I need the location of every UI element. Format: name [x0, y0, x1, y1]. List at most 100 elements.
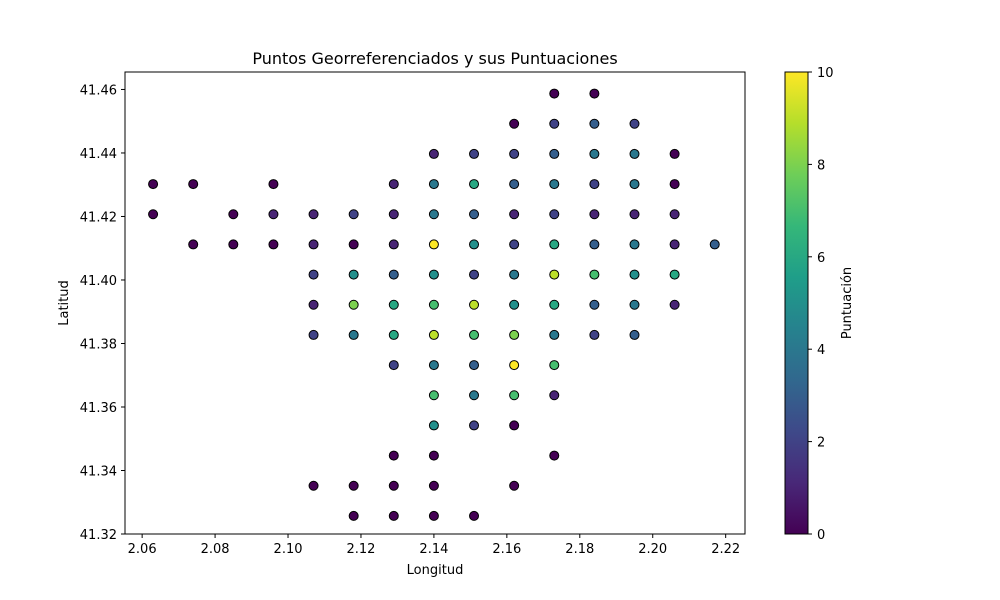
data-point — [188, 179, 199, 190]
data-point — [428, 360, 439, 371]
data-point — [428, 329, 439, 340]
data-point — [549, 118, 560, 129]
data-point — [589, 148, 600, 159]
data-point — [709, 239, 720, 250]
data-point — [629, 239, 640, 250]
data-point — [388, 179, 399, 190]
y-tick-label: 41.36 — [80, 401, 117, 416]
x-tick-label: 2.12 — [346, 542, 375, 557]
data-point — [589, 88, 600, 99]
data-point — [669, 239, 680, 250]
data-point — [388, 510, 399, 521]
y-tick-label: 41.46 — [80, 83, 117, 98]
data-point — [669, 179, 680, 190]
y-axis-label: Latitud — [57, 280, 72, 326]
data-point — [268, 239, 279, 250]
data-point — [509, 420, 520, 431]
data-point — [388, 269, 399, 280]
x-tick-label: 2.10 — [274, 542, 303, 557]
data-point — [469, 510, 480, 521]
data-point — [388, 360, 399, 371]
data-point — [669, 299, 680, 310]
data-point — [589, 269, 600, 280]
data-point — [509, 299, 520, 310]
data-point — [228, 209, 239, 220]
data-point — [509, 390, 520, 401]
data-point — [348, 269, 359, 280]
data-point — [268, 209, 279, 220]
data-point — [509, 269, 520, 280]
data-point — [428, 450, 439, 461]
data-point — [348, 510, 359, 521]
data-point — [469, 148, 480, 159]
data-point — [549, 269, 560, 280]
data-point — [629, 299, 640, 310]
data-point — [629, 179, 640, 190]
data-point — [308, 480, 319, 491]
data-point — [589, 299, 600, 310]
data-point — [469, 269, 480, 280]
data-point — [428, 299, 439, 310]
data-point — [388, 209, 399, 220]
colorbar-label: Puntuación — [840, 267, 855, 339]
data-point — [469, 209, 480, 220]
data-point — [469, 420, 480, 431]
data-point — [428, 390, 439, 401]
data-point — [348, 239, 359, 250]
data-point — [428, 148, 439, 159]
colorbar: 0 2 4 6 8 10 Puntuación — [784, 66, 855, 543]
data-point — [148, 209, 159, 220]
data-point — [428, 510, 439, 521]
data-point — [509, 239, 520, 250]
data-point — [469, 179, 480, 190]
data-point — [148, 179, 159, 190]
x-axis: 2.06 2.08 2.10 2.12 2.14 2.16 2.18 2.20 2.22 — [128, 534, 740, 557]
data-point — [629, 209, 640, 220]
data-point — [308, 239, 319, 250]
data-point — [348, 480, 359, 491]
data-point — [549, 450, 560, 461]
data-point — [509, 329, 520, 340]
data-point — [669, 269, 680, 280]
x-tick-label: 2.14 — [419, 542, 448, 557]
y-tick-label: 41.40 — [80, 274, 117, 289]
data-point — [549, 148, 560, 159]
data-points — [148, 88, 720, 521]
data-point — [509, 480, 520, 491]
data-point — [388, 239, 399, 250]
y-tick-label: 41.34 — [80, 464, 117, 479]
colorbar-ticks: 0 2 4 6 8 10 — [808, 66, 834, 543]
data-point — [549, 329, 560, 340]
y-tick-label: 41.38 — [80, 337, 117, 352]
data-point — [428, 209, 439, 220]
data-point — [388, 329, 399, 340]
data-point — [629, 118, 640, 129]
data-point — [308, 209, 319, 220]
data-point — [589, 239, 600, 250]
data-point — [388, 299, 399, 310]
data-point — [428, 480, 439, 491]
x-tick-label: 2.06 — [128, 542, 157, 557]
data-point — [629, 148, 640, 159]
data-point — [589, 329, 600, 340]
plot-area — [124, 71, 746, 535]
data-point — [549, 209, 560, 220]
x-tick-label: 2.18 — [565, 542, 594, 557]
data-point — [669, 148, 680, 159]
colorbar-tick-label: 2 — [817, 436, 825, 451]
x-tick-label: 2.22 — [711, 542, 740, 557]
data-point — [428, 420, 439, 431]
data-point — [469, 239, 480, 250]
data-point — [629, 329, 640, 340]
data-point — [228, 239, 239, 250]
colorbar-tick-label: 6 — [817, 251, 825, 266]
y-axis: 41.32 41.34 41.36 41.38 41.40 41.42 41.44 41.46 — [80, 83, 125, 543]
data-point — [549, 360, 560, 371]
chart-title: Puntos Georreferenciados y sus Puntuacio… — [252, 49, 617, 68]
data-point — [549, 390, 560, 401]
colorbar-tick-label: 10 — [817, 66, 834, 81]
data-point — [629, 269, 640, 280]
colorbar-tick-label: 0 — [817, 528, 825, 543]
data-point — [428, 179, 439, 190]
data-point — [509, 179, 520, 190]
